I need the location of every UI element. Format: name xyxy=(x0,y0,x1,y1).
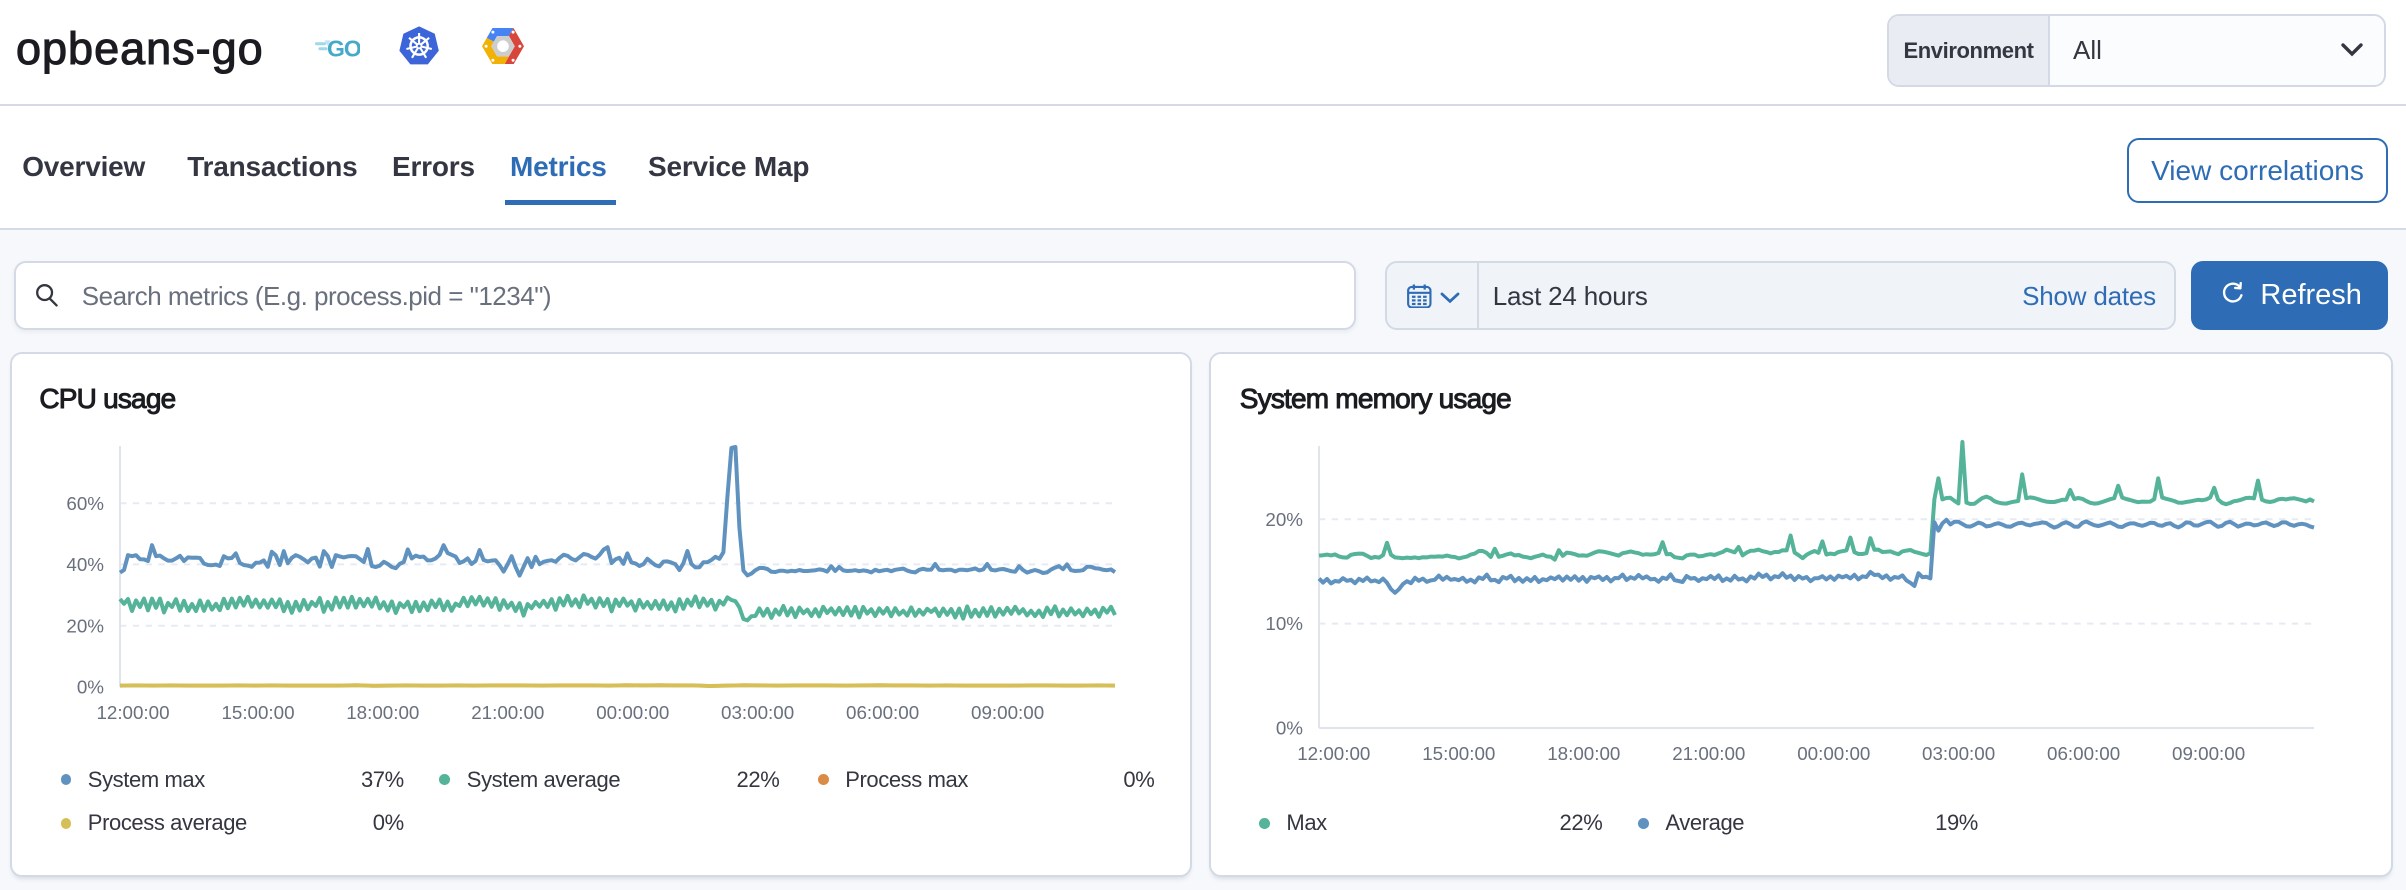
svg-text:03:00:00: 03:00:00 xyxy=(1922,743,1995,764)
svg-text:40%: 40% xyxy=(66,554,104,575)
svg-text:00:00:00: 00:00:00 xyxy=(1797,743,1870,764)
svg-text:00:00:00: 00:00:00 xyxy=(596,702,669,723)
svg-text:12:00:00: 12:00:00 xyxy=(1297,743,1370,764)
svg-text:12:00:00: 12:00:00 xyxy=(96,702,169,723)
svg-text:15:00:00: 15:00:00 xyxy=(1422,743,1495,764)
svg-text:06:00:00: 06:00:00 xyxy=(2047,743,2120,764)
svg-text:03:00:00: 03:00:00 xyxy=(721,702,794,723)
svg-text:GO: GO xyxy=(327,36,360,62)
svg-text:21:00:00: 21:00:00 xyxy=(1672,743,1745,764)
svg-text:60%: 60% xyxy=(66,493,104,514)
svg-text:09:00:00: 09:00:00 xyxy=(2172,743,2245,764)
svg-text:0%: 0% xyxy=(77,677,104,698)
svg-text:20%: 20% xyxy=(66,615,104,636)
svg-text:18:00:00: 18:00:00 xyxy=(1547,743,1620,764)
svg-text:06:00:00: 06:00:00 xyxy=(846,702,919,723)
svg-text:10%: 10% xyxy=(1265,613,1303,634)
svg-text:18:00:00: 18:00:00 xyxy=(346,702,419,723)
svg-text:20%: 20% xyxy=(1265,509,1303,530)
svg-text:0%: 0% xyxy=(1275,718,1302,739)
svg-text:21:00:00: 21:00:00 xyxy=(471,702,544,723)
svg-text:15:00:00: 15:00:00 xyxy=(221,702,294,723)
svg-text:09:00:00: 09:00:00 xyxy=(971,702,1044,723)
